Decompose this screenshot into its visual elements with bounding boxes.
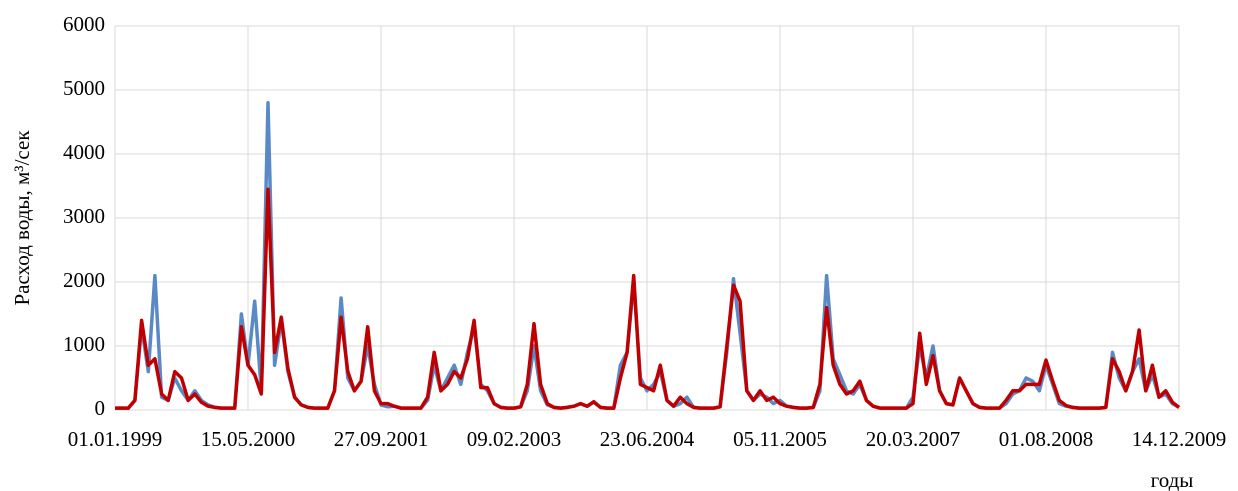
x-tick-label: 01.01.1999: [68, 427, 163, 451]
series-line: [115, 187, 1181, 410]
x-tick-label: 14.12.2009: [1132, 427, 1227, 451]
x-tick-label: 27.09.2001: [334, 427, 429, 451]
y-axis-label: Расход воды, м³/сек: [10, 130, 34, 306]
x-tick-label: 15.05.2000: [201, 427, 296, 451]
x-tick-label: 01.08.2008: [999, 427, 1094, 451]
x-tick-label: 23.06.2004: [600, 427, 695, 451]
x-axis-label: годы: [1151, 468, 1194, 491]
y-tick-label: 2000: [63, 268, 105, 292]
y-tick-label: 3000: [63, 204, 105, 228]
y-tick-label: 1000: [63, 332, 105, 356]
x-tick-label: 20.03.2007: [866, 427, 961, 451]
y-tick-label: 6000: [63, 12, 105, 36]
x-tick-label: 05.11.2005: [733, 427, 827, 451]
y-tick-label: 0: [95, 396, 106, 420]
y-tick-label: 5000: [63, 76, 105, 100]
y-tick-label: 4000: [63, 140, 105, 164]
x-tick-label: 09.02.2003: [467, 427, 562, 451]
